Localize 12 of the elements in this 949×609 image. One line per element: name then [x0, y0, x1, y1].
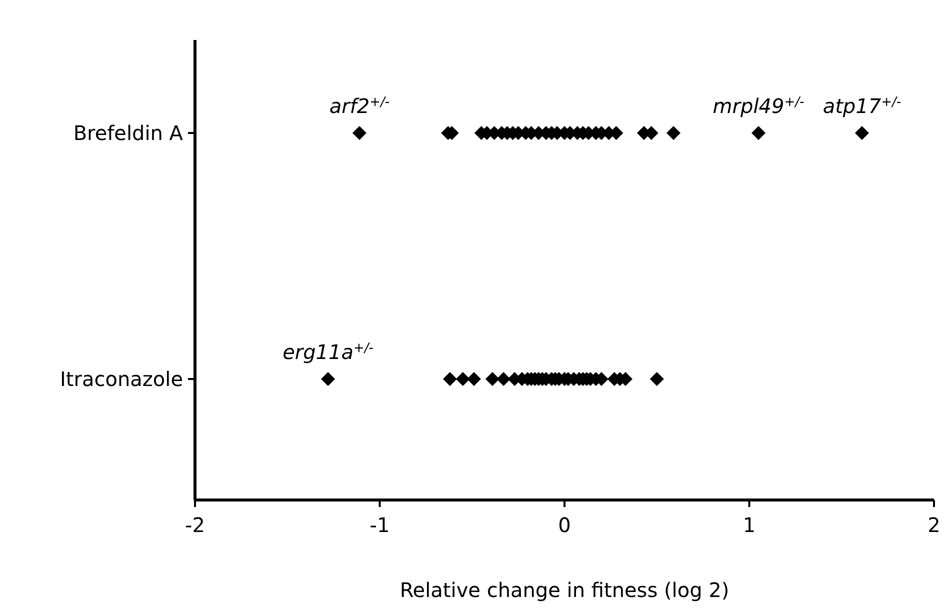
y-tick-label: Itraconazole: [60, 367, 183, 391]
x-tick-label: 1: [742, 513, 756, 537]
annotation: arf2$^{+/-}$: [329, 94, 390, 118]
x-tick-label: 0: [558, 513, 571, 537]
annotation: mrpl49$^{+/-}$: [712, 94, 804, 118]
annotation: erg11a$^{+/-}$: [282, 340, 374, 364]
x-tick-label: 2: [928, 513, 940, 537]
y-tick-label: Brefeldin A: [73, 121, 184, 145]
x-tick-label: -1: [370, 513, 390, 537]
annotation: atp17$^{+/-}$: [822, 94, 902, 118]
x-axis-title: Relative change in fitness (log 2): [400, 578, 730, 602]
x-tick-label: -2: [185, 513, 205, 537]
